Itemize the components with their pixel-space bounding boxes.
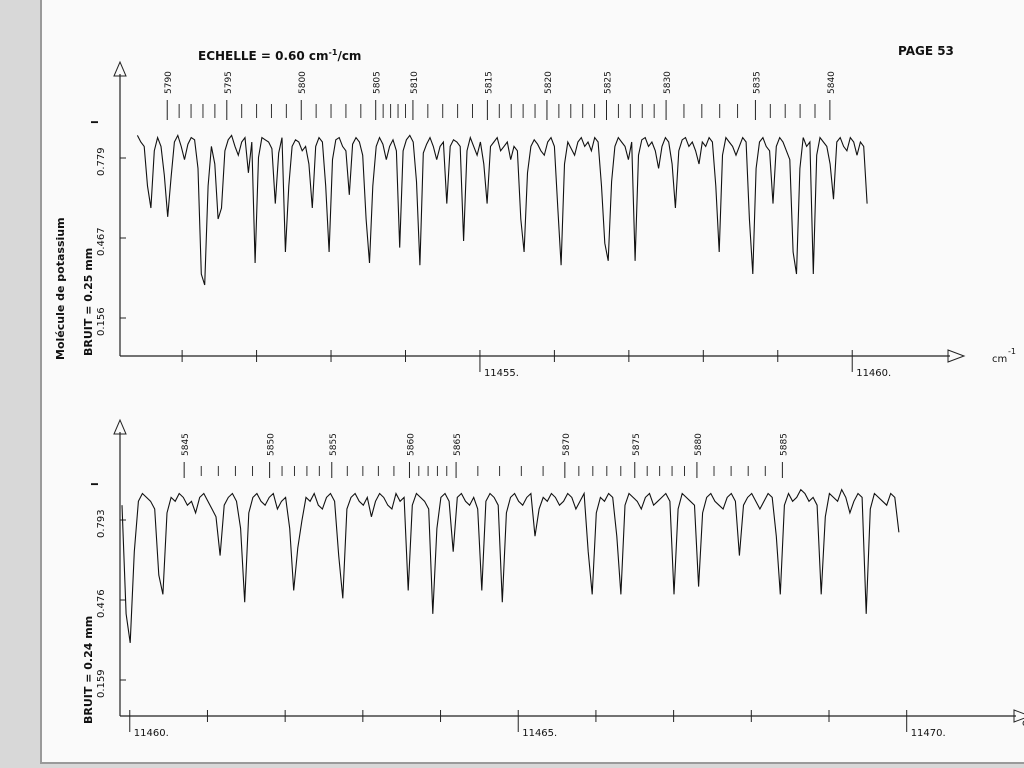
x-axis-arrow xyxy=(947,349,966,363)
spectrum-panel-1 xyxy=(113,60,966,372)
scale-title: ECHELLE = 0.60 cm-1/cm xyxy=(198,48,362,63)
y-tick-label: 0.467 xyxy=(96,227,107,256)
x-tick-label: 11455. xyxy=(484,368,519,379)
line-number-label: 5880 xyxy=(694,433,704,456)
x-unit-label: cm xyxy=(1022,718,1024,729)
line-number-label: 5875 xyxy=(632,433,642,456)
y-tick-label: 0.476 xyxy=(96,589,107,618)
line-number-label: 5815 xyxy=(484,71,494,94)
y-symbol: I xyxy=(90,120,101,124)
line-number-label: 5845 xyxy=(181,433,191,456)
x-tick-label: 11470. xyxy=(911,728,946,739)
scanned-page xyxy=(40,0,1024,764)
y-axis-arrow xyxy=(113,60,127,77)
x-tick-label: 11465. xyxy=(522,728,557,739)
line-number-label: 5805 xyxy=(373,71,383,94)
line-number-label: 5850 xyxy=(267,433,277,456)
spectrum-trace xyxy=(121,488,900,643)
y-tick-label: 0.779 xyxy=(96,147,107,176)
line-number-label: 5830 xyxy=(663,71,673,94)
spectrum-trace xyxy=(136,133,868,286)
line-number-label: 5855 xyxy=(329,433,339,456)
line-number-label: 5790 xyxy=(164,71,174,94)
x-axis-arrow xyxy=(1013,709,1024,723)
x-tick-label: 11460. xyxy=(134,728,169,739)
line-number-label: 5860 xyxy=(406,433,416,456)
y-symbol: I xyxy=(90,482,101,486)
line-number-label: 5795 xyxy=(224,71,234,94)
line-number-label: 5870 xyxy=(562,433,572,456)
y-tick-label: 0.793 xyxy=(96,509,107,538)
line-number-label: 5800 xyxy=(298,71,308,94)
line-number-label: 5865 xyxy=(453,433,463,456)
line-number-label: 5810 xyxy=(410,71,420,94)
y-tick-label: 0.156 xyxy=(96,307,107,336)
spectrum-panel-2 xyxy=(113,418,1024,732)
line-number-label: 5835 xyxy=(752,71,762,94)
noise-label: BRUIT = 0.24 mm xyxy=(82,616,95,724)
x-unit-exponent: -1 xyxy=(1008,347,1016,356)
noise-label: BRUIT = 0.25 mm xyxy=(82,248,95,356)
line-number-label: 5885 xyxy=(779,433,789,456)
page-number: PAGE 53 xyxy=(898,44,954,58)
y-tick-label: 0.159 xyxy=(96,669,107,698)
x-tick-label: 11460. xyxy=(856,368,891,379)
x-unit-label: cm xyxy=(992,354,1007,365)
line-number-label: 5820 xyxy=(544,71,554,94)
line-number-label: 5840 xyxy=(827,71,837,94)
y-axis-arrow xyxy=(113,418,127,435)
line-number-label: 5825 xyxy=(604,71,614,94)
